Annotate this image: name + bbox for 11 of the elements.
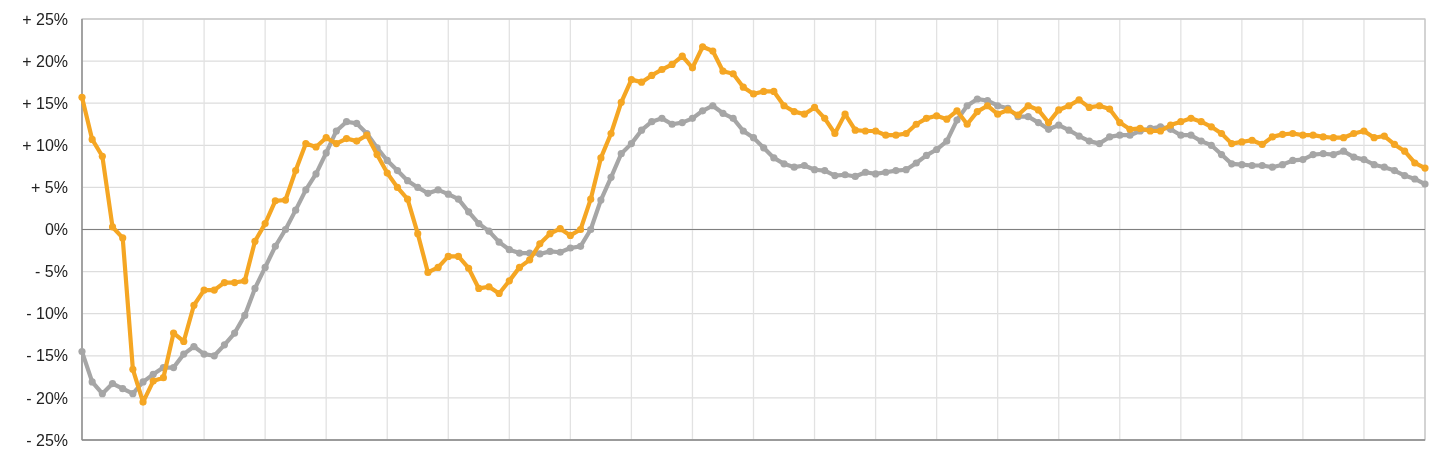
y-tick-label: + 20%: [22, 52, 68, 70]
y-tick-label: - 20%: [26, 389, 68, 407]
y-tick-label: + 25%: [22, 10, 68, 28]
y-tick-label: - 15%: [26, 347, 68, 365]
y-tick-label: - 10%: [26, 305, 68, 323]
y-tick-label: - 5%: [35, 263, 68, 281]
y-tick-label: + 15%: [22, 94, 68, 112]
y-tick-label: + 5%: [31, 179, 68, 196]
y-tick-label: + 10%: [22, 136, 68, 154]
y-tick-label: - 25%: [26, 431, 68, 449]
y-tick-label: 0%: [44, 221, 68, 239]
